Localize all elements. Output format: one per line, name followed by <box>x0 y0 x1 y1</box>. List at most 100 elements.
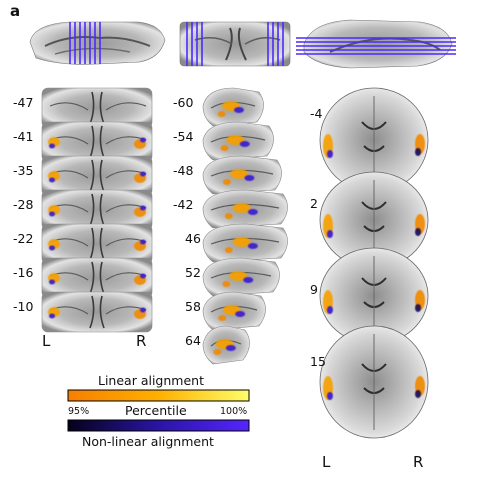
axial-slice <box>319 171 429 269</box>
sagittal-slice-label: -42 <box>173 197 194 212</box>
sagittal-slice-label: 46 <box>185 231 201 246</box>
activation-nonlinear <box>247 243 258 249</box>
coronal-slice-label: -10 <box>13 299 34 314</box>
activation-nonlinear <box>327 306 333 314</box>
coronal-slice-label: -41 <box>13 129 34 144</box>
sagittal-slice <box>202 121 274 161</box>
colorbar-tick-min: 95% <box>68 406 90 417</box>
activation-linear <box>226 135 245 145</box>
sagittal-slice-label: -54 <box>173 129 194 144</box>
sagittal-slices <box>202 87 288 365</box>
axial-slice <box>319 247 429 345</box>
percentile-label: Percentile <box>125 403 187 418</box>
activation-nonlinear <box>140 273 146 279</box>
coronal-slice <box>41 291 153 333</box>
coronal-left-label: L <box>42 332 51 350</box>
activation-nonlinear <box>49 143 55 149</box>
reference-guide-lines <box>69 22 456 66</box>
activation-nonlinear <box>243 277 254 283</box>
sagittal-slice <box>202 155 282 195</box>
sagittal-slice-label: -48 <box>173 163 194 178</box>
coronal-right-label: R <box>136 332 147 350</box>
linear-colorbar <box>67 389 250 402</box>
activation-nonlinear <box>49 245 55 251</box>
sagittal-slice <box>202 291 266 331</box>
sagittal-slice-label: 64 <box>185 333 201 348</box>
reference-views <box>29 19 456 69</box>
coronal-slice-label: -28 <box>13 197 34 212</box>
activation-nonlinear <box>235 311 246 317</box>
reference-sagittal-right <box>303 19 453 69</box>
coronal-slice-label: -47 <box>13 95 34 110</box>
activation-nonlinear <box>49 177 55 183</box>
reference-sagittal-left <box>29 21 166 65</box>
coronal-slice-label: -16 <box>13 265 34 280</box>
activation-nonlinear <box>233 107 244 113</box>
activation-linear <box>222 281 231 287</box>
activation-linear <box>213 349 222 355</box>
activation-nonlinear <box>140 171 146 177</box>
activation-nonlinear <box>140 205 146 211</box>
colorbar-tick-max: 100% <box>220 406 248 417</box>
coronal-slice <box>41 223 153 265</box>
activation-nonlinear <box>415 304 421 312</box>
activation-linear <box>218 315 227 321</box>
activation-linear <box>220 145 229 151</box>
activation-linear <box>224 213 233 219</box>
sagittal-slice <box>202 325 250 365</box>
axial-slice-label: 9 <box>310 282 318 297</box>
coronal-slice <box>41 155 153 197</box>
activation-nonlinear <box>140 239 146 245</box>
sagittal-slice <box>202 257 280 297</box>
activation-linear <box>232 203 251 213</box>
activation-nonlinear <box>140 137 146 143</box>
sagittal-slice-label: 52 <box>185 265 201 280</box>
activation-nonlinear <box>49 279 55 285</box>
axial-slice-label: 15 <box>310 354 326 369</box>
axial-slice <box>319 325 429 439</box>
activation-nonlinear <box>415 228 421 236</box>
activation-nonlinear <box>327 392 333 400</box>
axial-right-label: R <box>413 453 424 471</box>
coronal-slice-label: -35 <box>13 163 34 178</box>
activation-nonlinear <box>327 150 333 158</box>
sagittal-slice <box>202 223 288 263</box>
activation-linear <box>229 271 248 281</box>
sagittal-slice-label: 58 <box>185 299 201 314</box>
coronal-slice <box>41 87 153 129</box>
activation-nonlinear <box>49 211 55 217</box>
activation-linear <box>223 179 231 185</box>
coronal-slice <box>41 121 153 163</box>
activation-nonlinear <box>225 345 236 351</box>
reference-coronal-center <box>179 21 291 67</box>
sagittal-slice <box>202 87 264 127</box>
sagittal-slice <box>202 189 288 229</box>
coronal-slice-label: -22 <box>13 231 34 246</box>
colorbar-legend <box>67 389 250 432</box>
activation-nonlinear <box>415 390 421 398</box>
axial-slice <box>319 87 429 193</box>
activation-nonlinear <box>49 313 55 319</box>
activation-nonlinear <box>244 175 255 181</box>
sagittal-slice-label: -60 <box>173 95 194 110</box>
axial-slices <box>319 87 429 439</box>
coronal-slice <box>41 257 153 299</box>
coronal-slices <box>41 87 153 333</box>
axial-slice-label: 2 <box>310 196 318 211</box>
activation-linear <box>224 247 233 253</box>
axial-slice-label: -4 <box>310 106 323 121</box>
activation-nonlinear <box>327 230 333 238</box>
activation-nonlinear <box>239 141 250 147</box>
panel-label: a <box>10 2 21 20</box>
activation-linear <box>217 111 226 117</box>
activation-nonlinear <box>140 307 146 313</box>
activation-linear <box>232 237 251 247</box>
activation-nonlinear <box>415 148 421 156</box>
activation-linear <box>230 169 248 179</box>
axial-left-label: L <box>322 453 331 471</box>
activation-nonlinear <box>247 209 258 215</box>
linear-alignment-title: Linear alignment <box>98 373 204 388</box>
nonlinear-colorbar <box>67 419 250 432</box>
nonlinear-alignment-title: Non-linear alignment <box>82 434 214 449</box>
